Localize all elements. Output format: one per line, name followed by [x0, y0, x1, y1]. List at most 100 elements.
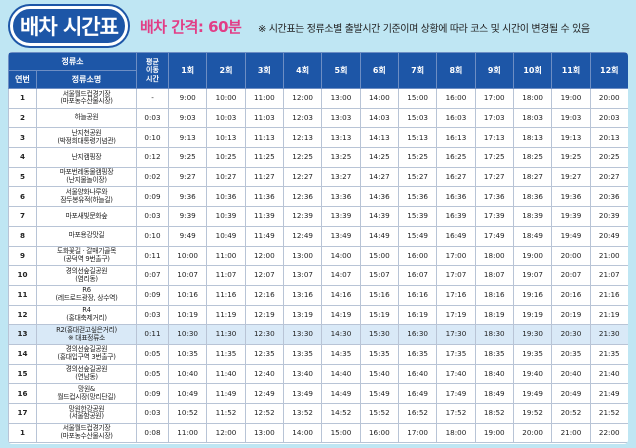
row-no: 9 — [8, 245, 37, 267]
row-time-run-3: 11:25 — [244, 147, 284, 168]
row-time-run-10: 18:49 — [512, 225, 553, 247]
row-time-run-8: 17:16 — [436, 284, 476, 306]
row-time-run-2: 11:07 — [206, 265, 246, 286]
row-time-run-9: 18:52 — [474, 403, 514, 424]
schedule-note: ※ 시간표는 정류소별 출발시간 기준이며 상황에 따라 코스 및 시간이 변경… — [258, 24, 590, 35]
row-time-run-8: 17:40 — [436, 363, 476, 385]
table-row: 5 마포번레동물캠핑장 (난지물놀이장) 0:02 9:27 10:27 11:27 12:2… — [8, 166, 628, 188]
row-time-run-5: 14:07 — [321, 265, 361, 286]
row-time-run-10: 19:52 — [512, 403, 553, 424]
row-time-run-6: 15:40 — [359, 363, 399, 385]
row-time-run-4: 12:25 — [282, 147, 323, 168]
row-time-run-9: 17:39 — [474, 206, 514, 227]
row-time-run-11: 20:40 — [551, 363, 591, 385]
header-no: 연번 — [8, 70, 37, 89]
row-time-run-6: 16:00 — [359, 422, 399, 444]
row-time-run-5: 14:52 — [321, 403, 361, 424]
row-time-run-4: 12:03 — [282, 107, 323, 129]
row-time-run-9: 17:27 — [474, 166, 514, 188]
row-time-run-2: 10:49 — [206, 225, 246, 247]
row-time-run-3: 11:03 — [244, 107, 284, 129]
row-stop-name: 서울월드컵경기장 (마포농수산물시장) — [36, 88, 137, 109]
row-time-run-9: 17:49 — [474, 225, 514, 247]
table-row: 2 하늘공원 0:03 9:03 10:03 11:03 12:03 13:03 14:03 15… — [8, 107, 628, 129]
row-time-run-8: 17:00 — [436, 245, 476, 267]
row-time-run-6: 14:36 — [359, 186, 399, 208]
row-time-run-6: 15:49 — [359, 383, 399, 404]
header-run-8: 8회 — [436, 52, 476, 89]
header-run-1: 1회 — [167, 52, 208, 89]
header-run-7: 7회 — [397, 52, 438, 89]
row-time-run-9: 18:00 — [474, 245, 514, 267]
row-time-run-2: 11:30 — [206, 324, 246, 345]
header-stop-group: 정류소 — [8, 52, 137, 71]
row-no: 14 — [8, 343, 37, 365]
row-time-run-6: 15:19 — [359, 304, 399, 326]
row-time-run-11: 20:00 — [551, 245, 591, 267]
row-time-run-7: 17:00 — [397, 422, 438, 444]
row-time-run-1: 9:49 — [167, 225, 208, 247]
row-time-run-8: 18:00 — [436, 422, 476, 444]
row-time-run-1: 10:52 — [167, 403, 208, 424]
row-time-run-6: 14:13 — [359, 127, 399, 149]
row-time-run-7: 16:30 — [397, 324, 438, 345]
row-time-run-9: 17:03 — [474, 107, 514, 129]
row-time-run-4: 12:39 — [282, 206, 323, 227]
row-time-run-10: 19:16 — [512, 284, 553, 306]
row-time-run-4: 13:52 — [282, 403, 323, 424]
row-time-run-10: 19:00 — [512, 245, 553, 267]
row-time-run-3: 12:00 — [244, 245, 284, 267]
row-time-run-1: 9:13 — [167, 127, 208, 149]
header-run-12: 12회 — [589, 52, 628, 89]
row-time-run-12: 22:00 — [589, 422, 628, 444]
row-time-run-9: 18:30 — [474, 324, 514, 345]
table-row: 11 R6 (레드로드광장, 상수역) 0:09 10:16 11:16 12:16 13:1… — [8, 284, 628, 306]
row-time-run-6: 14:03 — [359, 107, 399, 129]
row-time-run-12: 21:40 — [589, 363, 628, 385]
row-time-run-7: 15:13 — [397, 127, 438, 149]
row-time-run-12: 20:36 — [589, 186, 628, 208]
row-time-run-2: 11:19 — [206, 304, 246, 326]
row-time-run-7: 16:40 — [397, 363, 438, 385]
row-time-run-12: 20:39 — [589, 206, 628, 227]
row-no: 7 — [8, 206, 37, 227]
row-time-run-5: 14:19 — [321, 304, 361, 326]
row-time-run-2: 11:40 — [206, 363, 246, 385]
row-time-run-12: 21:49 — [589, 383, 628, 404]
row-time-run-8: 17:07 — [436, 265, 476, 286]
row-time-run-11: 19:25 — [551, 147, 591, 168]
row-no: 12 — [8, 304, 37, 326]
row-time-run-3: 12:30 — [244, 324, 284, 345]
row-no: 17 — [8, 403, 37, 424]
row-avg-interval: 0:05 — [136, 343, 169, 365]
row-time-run-6: 15:52 — [359, 403, 399, 424]
row-no: 4 — [8, 147, 37, 168]
row-time-run-1: 10:30 — [167, 324, 208, 345]
row-time-run-3: 11:13 — [244, 127, 284, 149]
row-no: 5 — [8, 166, 37, 188]
row-time-run-7: 16:52 — [397, 403, 438, 424]
row-time-run-6: 15:30 — [359, 324, 399, 345]
row-time-run-5: 13:25 — [321, 147, 361, 168]
row-no: 15 — [8, 363, 37, 385]
row-time-run-11: 20:07 — [551, 265, 591, 286]
table-row: 3 난지천공원 (박정희대통령기념관) 0:10 9:13 10:13 11:13 12:13… — [8, 127, 628, 149]
row-time-run-11: 19:27 — [551, 166, 591, 188]
row-time-run-3: 12:19 — [244, 304, 284, 326]
row-time-run-11: 20:19 — [551, 304, 591, 326]
row-time-run-10: 18:27 — [512, 166, 553, 188]
row-time-run-7: 15:03 — [397, 107, 438, 129]
row-time-run-10: 19:35 — [512, 343, 553, 365]
row-time-run-7: 15:39 — [397, 206, 438, 227]
row-time-run-5: 13:27 — [321, 166, 361, 188]
row-time-run-9: 18:07 — [474, 265, 514, 286]
row-time-run-11: 21:00 — [551, 422, 591, 444]
row-time-run-4: 13:49 — [282, 383, 323, 404]
row-time-run-1: 9:25 — [167, 147, 208, 168]
row-time-run-11: 19:00 — [551, 88, 591, 109]
row-time-run-12: 20:27 — [589, 166, 628, 188]
row-time-run-9: 17:25 — [474, 147, 514, 168]
row-time-run-9: 18:35 — [474, 343, 514, 365]
row-time-run-12: 21:07 — [589, 265, 628, 286]
row-time-run-12: 21:19 — [589, 304, 628, 326]
